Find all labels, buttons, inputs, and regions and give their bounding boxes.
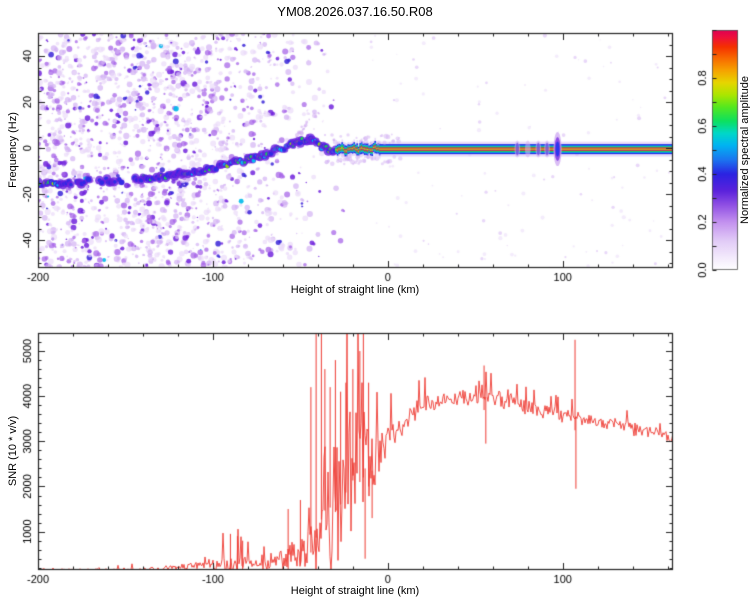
- plot-title: YM08.2026.037.16.50.R08: [277, 4, 433, 19]
- height-axis-label-bottom: Height of straight line (km): [290, 585, 420, 597]
- height-axis-label-top: Height of straight line (km): [290, 284, 420, 296]
- colorbar-label: Normalized spectral amplitude: [739, 76, 750, 224]
- snr-axis-label: SNR (10 * v/v): [7, 415, 19, 487]
- frequency-axis-label: Frequency (Hz): [7, 112, 19, 188]
